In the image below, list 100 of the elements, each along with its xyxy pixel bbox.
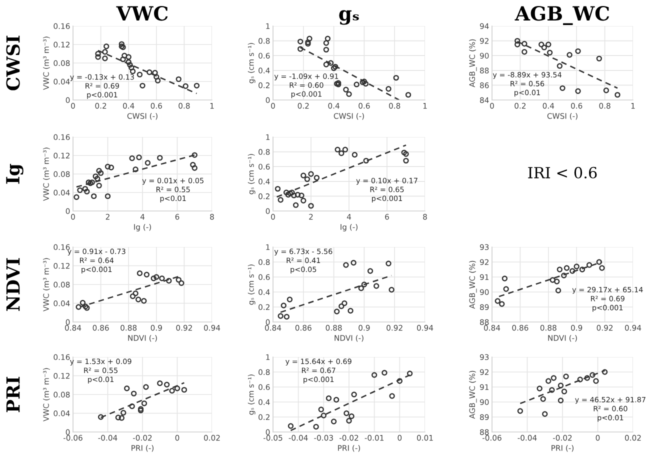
point (575, 88, 581, 94)
point (159, 276, 165, 282)
point (386, 86, 392, 92)
point (358, 285, 364, 292)
point (92, 173, 98, 180)
point (556, 266, 563, 272)
point (367, 268, 374, 274)
point (77, 187, 83, 194)
point (596, 56, 602, 62)
point (590, 372, 596, 378)
point (584, 375, 590, 381)
point (154, 74, 160, 80)
point (499, 301, 505, 307)
point (328, 60, 334, 66)
point (549, 387, 555, 393)
point (314, 174, 320, 181)
point (318, 406, 324, 412)
point (326, 395, 332, 402)
point (514, 38, 520, 44)
point (338, 150, 344, 156)
point (351, 392, 357, 398)
point (538, 42, 544, 48)
point (176, 276, 182, 283)
point (334, 80, 340, 87)
point (561, 388, 568, 394)
point (91, 193, 97, 200)
point (291, 192, 297, 198)
point (278, 313, 284, 319)
point (308, 171, 314, 177)
point (556, 63, 563, 69)
point (564, 265, 570, 271)
point (586, 262, 592, 268)
point (292, 202, 299, 208)
point (575, 48, 581, 54)
point (334, 146, 340, 152)
point (104, 44, 110, 50)
point (284, 314, 290, 320)
point (174, 386, 180, 392)
point (342, 300, 348, 306)
point (129, 403, 135, 410)
point (348, 308, 354, 314)
point (388, 286, 394, 293)
point (102, 56, 108, 62)
point (166, 278, 172, 284)
point (558, 382, 564, 388)
point (522, 49, 528, 55)
point (363, 158, 369, 164)
point (550, 277, 556, 283)
point (550, 375, 557, 381)
point (136, 270, 143, 276)
point (343, 86, 349, 92)
text: NDVI (6, 258, 20, 311)
point (128, 64, 134, 70)
point (346, 418, 352, 424)
point (192, 165, 198, 171)
point (570, 268, 576, 274)
point (132, 290, 138, 296)
point (135, 296, 142, 302)
point (308, 202, 314, 209)
point (152, 70, 158, 76)
point (98, 414, 104, 420)
point (280, 302, 286, 308)
point (108, 164, 114, 170)
point (157, 154, 163, 161)
point (76, 304, 82, 310)
point (554, 278, 560, 284)
point (300, 172, 306, 178)
point (294, 192, 301, 198)
point (130, 293, 136, 300)
point (154, 78, 161, 84)
point (104, 164, 111, 170)
point (84, 188, 90, 194)
point (503, 286, 509, 292)
point (405, 92, 412, 98)
point (333, 396, 340, 403)
point (298, 38, 304, 44)
point (104, 193, 111, 200)
point (614, 92, 620, 98)
text: PRI (6, 376, 20, 412)
text: Ig (6, 164, 24, 184)
point (540, 396, 546, 402)
point (82, 186, 88, 192)
point (136, 72, 143, 78)
point (120, 410, 126, 416)
point (574, 264, 580, 270)
point (304, 176, 310, 182)
point (194, 82, 200, 89)
point (298, 46, 304, 52)
point (374, 283, 380, 289)
point (278, 197, 284, 203)
point (164, 382, 170, 388)
point (323, 40, 330, 46)
point (324, 36, 331, 42)
point (361, 282, 368, 288)
point (371, 372, 378, 378)
point (596, 259, 602, 265)
point (127, 62, 133, 68)
point (182, 83, 188, 89)
chart-title: gₛ (339, 10, 359, 25)
point (95, 54, 101, 60)
